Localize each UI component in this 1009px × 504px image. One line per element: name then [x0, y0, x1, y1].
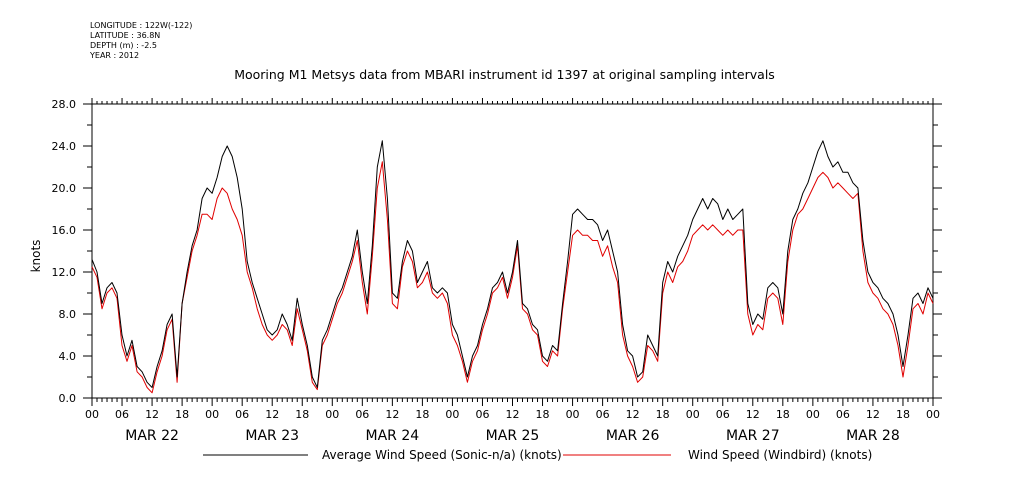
- x-hour-label: 00: [205, 408, 219, 421]
- x-day-label: MAR 27: [726, 428, 780, 444]
- year-text: YEAR : 2012: [90, 51, 140, 60]
- x-hour-label: 06: [716, 408, 730, 421]
- legend-label-sonic: Average Wind Speed (Sonic-n/a) (knots): [322, 448, 562, 462]
- x-hour-label: 06: [596, 408, 610, 421]
- chart-title: Mooring M1 Metsys data from MBARI instru…: [234, 67, 775, 82]
- x-hour-label: 00: [806, 408, 820, 421]
- x-hour-label: 12: [866, 408, 880, 421]
- x-hour-label: 12: [506, 408, 520, 421]
- x-hour-label: 12: [265, 408, 279, 421]
- x-hour-label: 18: [295, 408, 309, 421]
- x-hour-label: 12: [145, 408, 159, 421]
- x-hour-label: 18: [536, 408, 550, 421]
- x-hour-label: 06: [115, 408, 129, 421]
- longitude-text: LONGITUDE : 122W(-122): [90, 21, 193, 30]
- x-day-label: MAR 28: [846, 428, 900, 444]
- x-hour-label: 12: [385, 408, 399, 421]
- x-hour-label: 00: [445, 408, 459, 421]
- x-day-label: MAR 23: [245, 428, 299, 444]
- x-hour-label: 06: [836, 408, 850, 421]
- series-line-windbird: [91, 161, 934, 394]
- x-hour-label: 06: [355, 408, 369, 421]
- x-hour-label: 00: [926, 408, 940, 421]
- x-hour-label: 00: [85, 408, 99, 421]
- x-day-label: MAR 25: [486, 428, 540, 444]
- depth-text: DEPTH (m) : -2.5: [90, 41, 157, 50]
- series-line-sonic: [91, 140, 934, 388]
- legend: Average Wind Speed (Sonic-n/a) (knots) Wi…: [203, 448, 872, 462]
- axes-layer: 0.0 4.0 8.0 12.0 16.0 20.0 24.0 28.0 00 06 12 18 00 0…: [52, 98, 942, 444]
- y-tick-label: 8.0: [59, 308, 77, 321]
- x-day-label: MAR 22: [125, 428, 179, 444]
- x-hour-label: 18: [656, 408, 670, 421]
- x-hour-label: 18: [776, 408, 790, 421]
- x-hour-label: 12: [626, 408, 640, 421]
- x-hour-label: 18: [896, 408, 910, 421]
- latitude-text: LATITUDE : 36.8N: [90, 31, 161, 40]
- x-hour-label: 00: [686, 408, 700, 421]
- metadata-block: LONGITUDE : 122W(-122) LATITUDE : 36.8N …: [90, 21, 192, 61]
- series-layer: [91, 140, 934, 394]
- legend-label-windbird: Wind Speed (Windbird) (knots): [688, 448, 872, 462]
- x-hour-label: 00: [325, 408, 339, 421]
- x-hour-label: 06: [475, 408, 489, 421]
- y-axis-label: knots: [29, 240, 43, 273]
- x-hour-label: 18: [415, 408, 429, 421]
- x-day-label: MAR 26: [606, 428, 660, 444]
- y-tick-label: 16.0: [52, 224, 77, 237]
- x-day-label: MAR 24: [366, 428, 420, 444]
- plot-frame: [91, 103, 934, 399]
- y-tick-label: 20.0: [52, 182, 77, 195]
- x-hour-label: 18: [175, 408, 189, 421]
- x-hour-label: 06: [235, 408, 249, 421]
- y-tick-label: 12.0: [52, 266, 77, 279]
- x-hour-label: 12: [746, 408, 760, 421]
- y-tick-label: 4.0: [59, 350, 77, 363]
- y-tick-label: 0.0: [59, 392, 77, 405]
- y-tick-label: 28.0: [52, 98, 77, 111]
- x-hour-label: 00: [566, 408, 580, 421]
- y-tick-label: 24.0: [52, 140, 77, 153]
